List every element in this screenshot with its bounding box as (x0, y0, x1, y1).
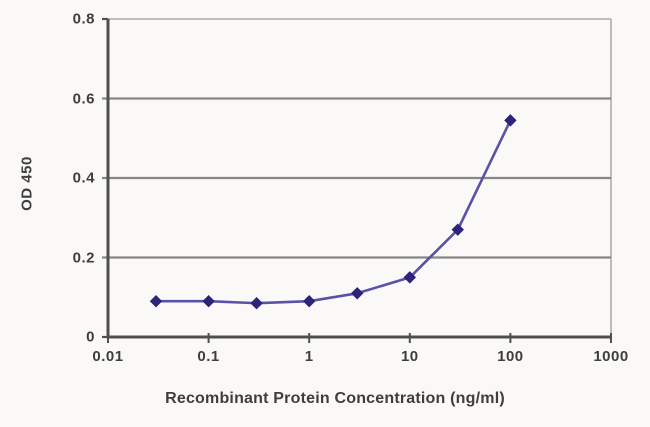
series-line (156, 119, 512, 305)
data-point-marker (451, 223, 465, 236)
x-tick-label: 0.01 (92, 348, 124, 365)
y-tick-label: 0.6 (72, 90, 95, 107)
data-point-marker (350, 287, 364, 300)
x-tick-label: 10 (400, 348, 419, 365)
data-point-marker (202, 295, 215, 308)
x-tick-label: 1 (304, 348, 314, 365)
data-point-marker (403, 271, 417, 284)
x-tick-label: 0.1 (197, 348, 220, 365)
data-point-marker (504, 114, 517, 127)
y-tick-label: 0.8 (72, 10, 95, 28)
y-axis-title: OD 450 (18, 156, 36, 211)
y-tick-label: 0 (86, 328, 95, 346)
data-point-marker (250, 297, 263, 310)
data-point-marker (149, 295, 163, 308)
x-axis-title: Recombinant Protein Concentration (ng/ml… (165, 390, 505, 407)
y-tick-label: 0.4 (72, 169, 95, 187)
x-tick-label: 100 (497, 348, 524, 365)
x-tick-label: 1000 (593, 348, 629, 365)
y-tick-label: 0.2 (72, 249, 95, 266)
data-point-marker (302, 295, 316, 308)
